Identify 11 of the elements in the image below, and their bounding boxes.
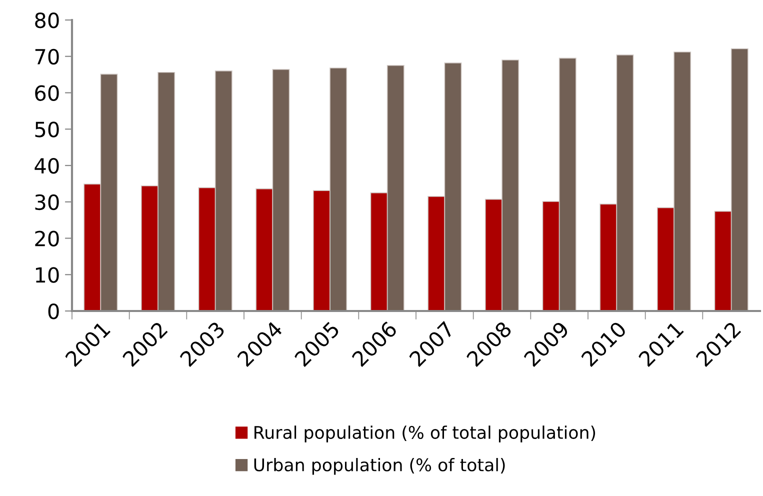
y-tick-label: 0 <box>48 303 59 320</box>
y-tick-label: 10 <box>36 267 59 283</box>
y-tick-label: 80 <box>35 12 59 28</box>
y-tick-label: 70 <box>35 48 59 65</box>
y-tick-label: 60 <box>35 85 59 101</box>
y-tick-label: 20 <box>35 230 59 246</box>
legend-label: Urban population (% of total) <box>254 458 505 475</box>
y-tick-label: 50 <box>35 122 59 138</box>
y-tick-label: 40 <box>34 158 59 174</box>
y-tick-label: 30 <box>35 194 59 210</box>
legend-label: Rural population (% of total population) <box>254 426 596 442</box>
